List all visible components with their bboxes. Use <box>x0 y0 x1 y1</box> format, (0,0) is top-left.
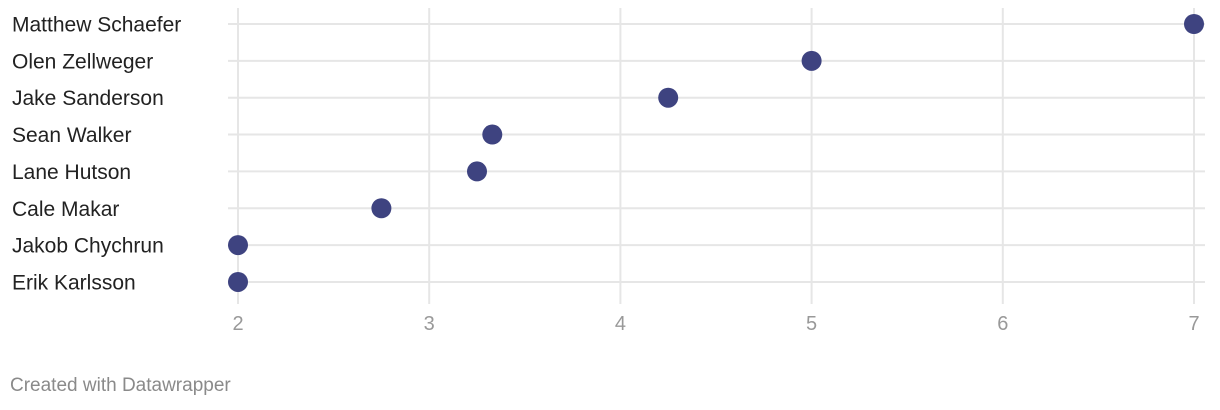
x-tick-label: 7 <box>1188 313 1199 335</box>
data-point <box>1184 14 1204 34</box>
data-point <box>228 235 248 256</box>
row-label: Lane Hutson <box>12 161 131 184</box>
x-tick-label: 4 <box>615 313 626 335</box>
x-tick-label: 3 <box>424 313 435 335</box>
x-tick-label: 5 <box>806 313 817 335</box>
data-point <box>801 50 822 71</box>
row-label: Jakob Chychrun <box>12 235 164 258</box>
data-point <box>228 271 248 292</box>
row-label: Jake Sanderson <box>12 87 164 110</box>
data-point <box>658 87 679 108</box>
row-label: Sean Walker <box>12 124 131 147</box>
x-tick-label: 2 <box>232 313 243 335</box>
row-label: Cale Makar <box>12 198 119 221</box>
footer-credit: Created with Datawrapper <box>10 375 231 396</box>
data-point <box>467 161 487 182</box>
data-point <box>371 198 392 219</box>
data-point <box>482 124 503 145</box>
row-label: Erik Karlsson <box>12 271 136 294</box>
row-label: Matthew Schaefer <box>12 14 181 37</box>
x-tick-label: 6 <box>997 313 1008 335</box>
row-label: Olen Zellweger <box>12 50 153 73</box>
